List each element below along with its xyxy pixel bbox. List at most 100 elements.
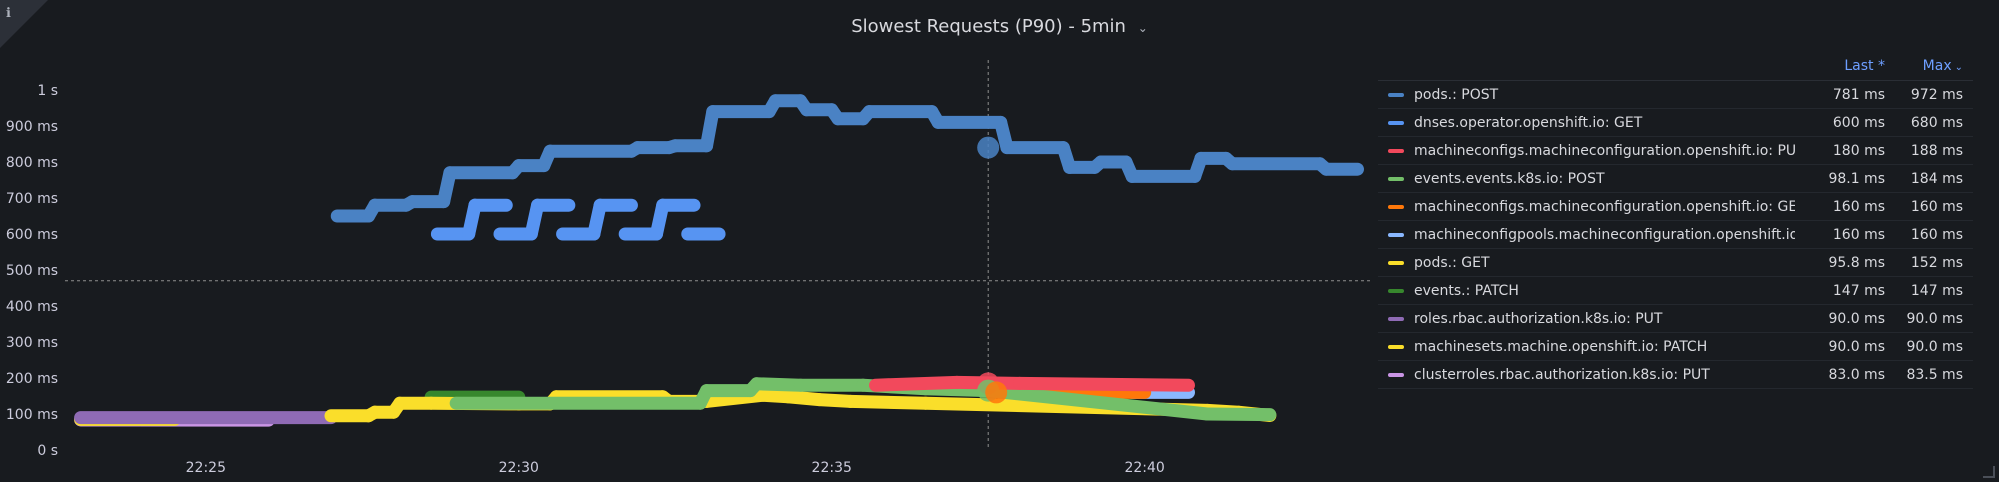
legend-max-value: 147 ms: [1910, 282, 1963, 299]
legend-series-name: machinesets.machine.openshift.io: PATCH: [1378, 339, 1795, 355]
legend-rows: pods.: POST 781 ms 972 ms dnses.operator.op…: [1378, 81, 1973, 389]
legend-row[interactable]: roles.rbac.authorization.k8s.io: PUT 90.0…: [1378, 305, 1973, 333]
legend-row[interactable]: machinesets.machine.openshift.io: PATCH 9…: [1378, 333, 1973, 361]
y-tick-label: 600 ms: [6, 227, 58, 243]
legend-swatch: [1388, 372, 1404, 377]
legend-series-name: machineconfigs.machineconfiguration.open…: [1378, 143, 1795, 159]
legend-series-name: pods.: POST: [1378, 87, 1795, 103]
legend-table: Last * Max ⌄ pods.: POST 781 ms 972 ms dnses…: [1378, 52, 1973, 389]
resize-handle-icon[interactable]: [1983, 466, 1995, 478]
info-icon[interactable]: ℹ: [6, 6, 11, 21]
sort-caret-icon: ⌄: [1954, 62, 1963, 73]
legend-max-value: 680 ms: [1910, 114, 1963, 131]
panel-info-corner[interactable]: [0, 0, 48, 48]
legend-last-value: 95.8 ms: [1828, 254, 1885, 271]
legend-col-last[interactable]: Last *: [1844, 58, 1885, 74]
legend-label: pods.: GET: [1414, 254, 1490, 271]
legend-label: machineconfigpools.machineconfiguration.…: [1414, 226, 1795, 243]
legend-row[interactable]: pods.: GET 95.8 ms 152 ms: [1378, 249, 1973, 277]
legend-label: events.events.k8s.io: POST: [1414, 170, 1605, 187]
legend-series-name: machineconfigs.machineconfiguration.open…: [1378, 199, 1795, 215]
legend-max-value: 160 ms: [1910, 198, 1963, 215]
legend-last-value: 600 ms: [1832, 114, 1885, 131]
legend-swatch: [1388, 344, 1404, 349]
x-tick-label: 22:40: [1124, 460, 1164, 476]
y-tick-label: 900 ms: [6, 119, 58, 135]
legend-row[interactable]: machineconfigs.machineconfiguration.open…: [1378, 193, 1973, 221]
legend-max-value: 972 ms: [1910, 86, 1963, 103]
series-1[interactable]: [430, 198, 726, 241]
legend-series-name: clusterroles.rbac.authorization.k8s.io: …: [1378, 367, 1795, 383]
legend-max-value: 160 ms: [1910, 226, 1963, 243]
y-tick-label: 400 ms: [6, 299, 58, 315]
legend-label: dnses.operator.openshift.io: GET: [1414, 114, 1643, 131]
series-segment: [700, 388, 770, 408]
legend-swatch: [1388, 92, 1404, 97]
legend-swatch: [1388, 148, 1404, 153]
series-2[interactable]: [869, 375, 1195, 392]
legend-row[interactable]: dnses.operator.openshift.io: GET 600 ms 68…: [1378, 109, 1973, 137]
legend-swatch: [1388, 232, 1404, 237]
legend-swatch: [1388, 176, 1404, 181]
legend-row[interactable]: events.events.k8s.io: POST 98.1 ms 184 ms: [1378, 165, 1973, 193]
legend-swatch: [1388, 204, 1404, 209]
legend-label: clusterroles.rbac.authorization.k8s.io: …: [1414, 366, 1710, 383]
legend-max-value: 152 ms: [1910, 254, 1963, 271]
legend-col-max[interactable]: Max ⌄: [1885, 58, 1973, 74]
series-0[interactable]: [330, 94, 1364, 223]
chevron-down-icon[interactable]: ⌄: [1137, 21, 1148, 35]
legend-last-value: 160 ms: [1832, 226, 1885, 243]
legend-swatch: [1388, 260, 1404, 265]
legend-label: machinesets.machine.openshift.io: PATCH: [1414, 338, 1708, 355]
legend-series-name: machineconfigpools.machineconfiguration.…: [1378, 227, 1795, 243]
legend-swatch: [1388, 316, 1404, 321]
y-tick-label: 800 ms: [6, 155, 58, 171]
y-tick-label: 500 ms: [6, 263, 58, 279]
legend-row[interactable]: pods.: POST 781 ms 972 ms: [1378, 81, 1973, 109]
legend-last-value: 147 ms: [1832, 282, 1885, 299]
legend-max-value: 188 ms: [1910, 142, 1963, 159]
hover-point-marker: [985, 381, 1008, 404]
legend-row[interactable]: events.: PATCH 147 ms 147 ms: [1378, 277, 1973, 305]
y-tick-label: 1 s: [37, 83, 58, 99]
series-segment: [1012, 376, 1195, 392]
legend-swatch: [1388, 120, 1404, 125]
legend-max-value: 184 ms: [1910, 170, 1963, 187]
panel-title[interactable]: Slowest Requests (P90) - 5min ⌄: [0, 16, 1999, 37]
x-tick-label: 22:25: [186, 460, 226, 476]
y-tick-label: 700 ms: [6, 191, 58, 207]
legend-header: Last * Max ⌄: [1378, 52, 1973, 81]
legend-series-name: roles.rbac.authorization.k8s.io: PUT: [1378, 311, 1795, 327]
legend-last-value: 90.0 ms: [1828, 338, 1885, 355]
legend-max-value: 90.0 ms: [1906, 338, 1963, 355]
y-tick-label: 200 ms: [6, 371, 58, 387]
y-tick-label: 100 ms: [6, 407, 58, 423]
legend-max-value: 90.0 ms: [1906, 310, 1963, 327]
legend-label: machineconfigs.machineconfiguration.open…: [1414, 142, 1795, 159]
legend-label: roles.rbac.authorization.k8s.io: PUT: [1414, 310, 1663, 327]
y-tick-label: 0 s: [37, 443, 58, 459]
legend-last-value: 83.0 ms: [1828, 366, 1885, 383]
time-series-plot[interactable]: 0 s 100 ms 200 ms 300 ms 400 ms 500 ms 600 ms 7…: [0, 0, 1375, 482]
panel-title-text: Slowest Requests (P90) - 5min: [851, 16, 1126, 37]
legend-last-value: 90.0 ms: [1828, 310, 1885, 327]
series-segment: [844, 394, 933, 410]
legend-series-name: dnses.operator.openshift.io: GET: [1378, 115, 1795, 131]
legend-swatch: [1388, 288, 1404, 293]
legend-last-value: 180 ms: [1832, 142, 1885, 159]
legend-row[interactable]: machineconfigpools.machineconfiguration.…: [1378, 221, 1973, 249]
legend-max-value: 83.5 ms: [1906, 366, 1963, 383]
x-tick-label: 22:35: [812, 460, 852, 476]
legend-last-value: 98.1 ms: [1828, 170, 1885, 187]
series-segment: [750, 377, 807, 392]
legend-row[interactable]: clusterroles.rbac.authorization.k8s.io: …: [1378, 361, 1973, 389]
legend-label: pods.: POST: [1414, 86, 1499, 103]
legend-label: machineconfigs.machineconfiguration.open…: [1414, 198, 1795, 215]
legend-col-max-label: Max: [1922, 58, 1952, 74]
legend-label: events.: PATCH: [1414, 282, 1519, 299]
legend-series-name: events.: PATCH: [1378, 283, 1795, 299]
y-tick-label: 300 ms: [6, 335, 58, 351]
legend-series-name: events.events.k8s.io: POST: [1378, 171, 1795, 187]
legend-row[interactable]: machineconfigs.machineconfiguration.open…: [1378, 137, 1973, 165]
series-segment: [1200, 407, 1277, 422]
